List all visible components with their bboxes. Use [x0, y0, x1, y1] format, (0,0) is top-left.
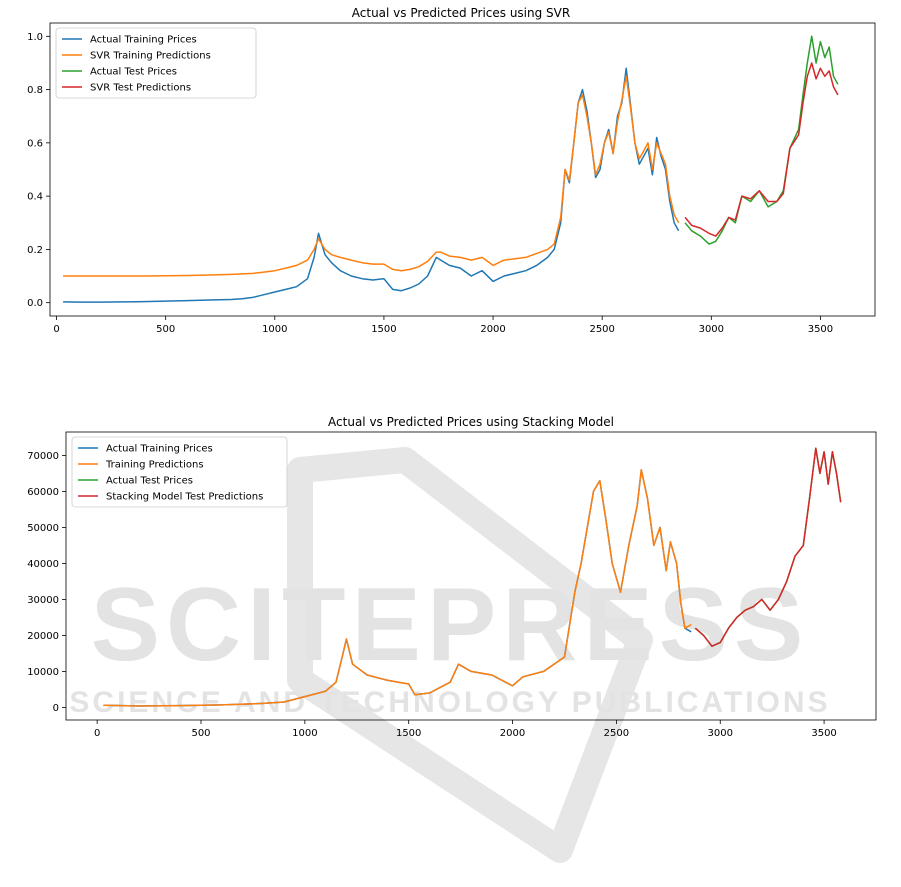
svr-chart-y-tick-label: 0.4	[27, 192, 43, 203]
svr-chart-x-tick-label: 2500	[589, 324, 614, 335]
svr-chart-x-tick-label: 1000	[262, 324, 287, 335]
stacking-chart-frame	[65, 431, 877, 721]
stacking-chart-y-tick-label: 70000	[27, 451, 59, 462]
stacking-chart-y-tick-label: 30000	[27, 595, 59, 606]
svr-chart-y-tick-label: 0.6	[27, 138, 43, 149]
watermark: SCITEPRESS SCIENCE AND TECHNOLOGY PUBLIC…	[69, 447, 830, 863]
stacking-chart-x-tick-label: 3000	[708, 728, 733, 739]
svr-chart-legend-label: SVR Training Predictions	[90, 51, 211, 62]
stacking-chart-x-tick-label: 1500	[396, 728, 421, 739]
svr-chart-x-tick-label: 3000	[699, 324, 724, 335]
svr-chart-legend: Actual Training Prices SVR Training Predi…	[55, 27, 257, 99]
stacking-chart-y-axis: 0 10000 20000 30000 40000 50000 60000 70000	[27, 451, 66, 714]
svr-chart-series-2-line	[63, 75, 680, 277]
svr-chart-x-tick-label: 1500	[371, 324, 396, 335]
svr-chart: Actual vs Predicted Prices using SVR 0 50…	[27, 6, 876, 335]
stacking-chart-legend-label: Actual Training Prices	[106, 444, 213, 455]
svr-chart-legend-box	[55, 27, 257, 99]
stacking-chart-y-tick-label: 50000	[27, 523, 59, 534]
svr-chart-title: Actual vs Predicted Prices using SVR	[352, 6, 570, 20]
stacking-chart-x-tick-label: 1000	[292, 728, 317, 739]
stacking-chart-x-tick-label: 0	[94, 728, 100, 739]
svr-chart-plot-area	[63, 35, 839, 303]
svr-chart-series-1-line	[63, 67, 680, 303]
stacking-chart: Actual vs Predicted Prices using Stackin…	[27, 415, 877, 739]
stacking-chart-title: Actual vs Predicted Prices using Stackin…	[328, 415, 614, 429]
svr-chart-legend-label: SVR Test Predictions	[90, 83, 191, 94]
watermark-logo-shape	[287, 447, 653, 863]
svr-chart-x-tick-label: 500	[156, 324, 175, 335]
svr-chart-x-axis: 0 500 1000 1500 2000 2500 3000 3500	[53, 316, 833, 335]
svr-chart-x-tick-label: 0	[53, 324, 59, 335]
stacking-chart-legend-box	[71, 436, 288, 508]
svr-chart-y-tick-label: 0.8	[27, 85, 43, 96]
stacking-chart-y-tick-label: 40000	[27, 559, 59, 570]
svr-chart-frame	[49, 22, 876, 317]
stacking-chart-series-4-line	[694, 447, 842, 647]
stacking-chart-legend-label: Training Predictions	[105, 460, 204, 471]
watermark-text-large: SCITEPRESS	[91, 567, 810, 683]
svr-chart-y-tick-label: 0.2	[27, 245, 43, 256]
stacking-chart-legend: Actual Training Prices Training Predictio…	[71, 436, 288, 508]
svr-chart-series-4-line	[684, 62, 839, 237]
stacking-chart-y-tick-label: 0	[53, 703, 59, 714]
stacking-chart-plot-area	[103, 447, 842, 707]
stacking-chart-x-tick-label: 2500	[604, 728, 629, 739]
stacking-chart-x-axis: 0 500 1000 1500 2000 2500 3000 3500	[94, 720, 837, 739]
stacking-chart-x-tick-label: 2000	[500, 728, 525, 739]
stacking-chart-y-tick-label: 20000	[27, 631, 59, 642]
svr-chart-y-axis: 0.0 0.2 0.4 0.6 0.8 1.0	[27, 32, 50, 309]
svr-chart-y-tick-label: 1.0	[27, 32, 43, 43]
svr-chart-legend-label: Actual Training Prices	[90, 35, 197, 46]
svr-chart-x-tick-label: 2000	[480, 324, 505, 335]
svr-chart-x-tick-label: 3500	[808, 324, 833, 335]
stacking-chart-x-tick-label: 3500	[811, 728, 836, 739]
stacking-chart-legend-label: Actual Test Prices	[106, 476, 193, 487]
stacking-chart-legend-label: Stacking Model Test Predictions	[106, 492, 263, 503]
stacking-chart-x-tick-label: 500	[191, 728, 210, 739]
watermark-text-small: SCIENCE AND TECHNOLOGY PUBLICATIONS	[69, 686, 830, 719]
stacking-chart-y-tick-label: 60000	[27, 487, 59, 498]
svr-chart-series-3-line	[684, 35, 839, 245]
stacking-chart-series-2-line	[103, 469, 692, 707]
svr-chart-y-tick-label: 0.0	[27, 298, 43, 309]
stacking-chart-y-tick-label: 10000	[27, 667, 59, 678]
svr-chart-legend-label: Actual Test Prices	[90, 67, 177, 78]
